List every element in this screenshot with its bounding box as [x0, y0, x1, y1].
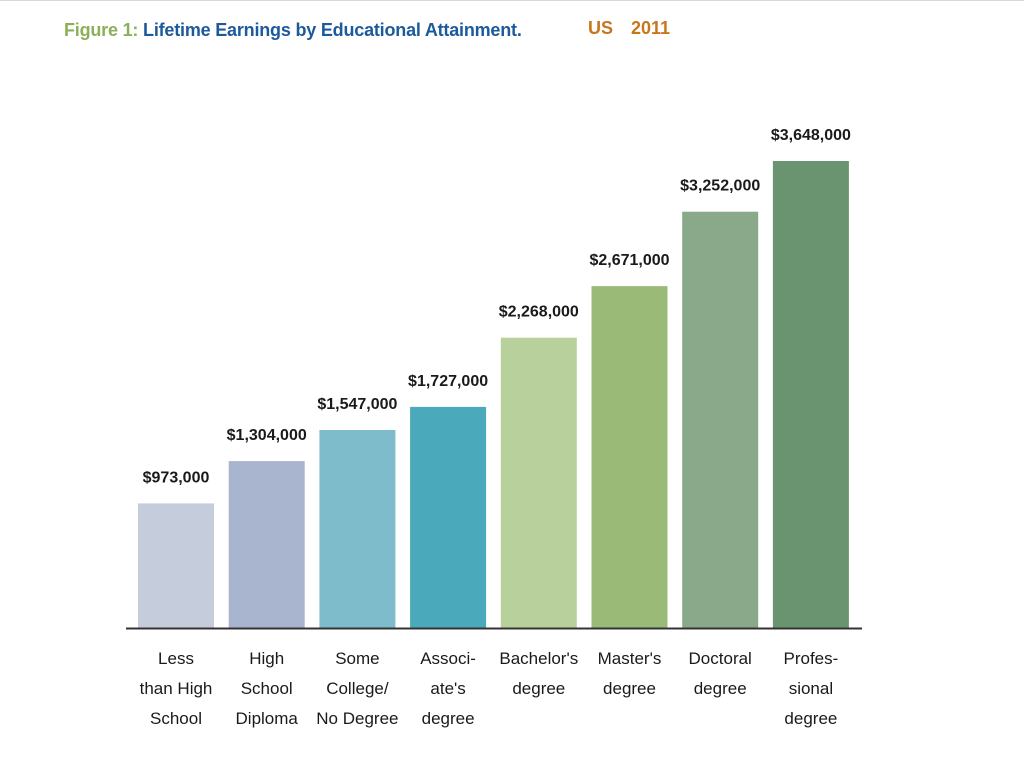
- top-rule: [0, 0, 1024, 1]
- bar-6: [591, 286, 668, 628]
- category-label-4-line-3: degree: [422, 709, 475, 728]
- bar-3: [319, 430, 396, 628]
- bar-2: [228, 461, 305, 628]
- bar-7: [682, 211, 759, 628]
- value-label-5: $2,268,000: [499, 304, 579, 321]
- category-label-8-line-1: Profes-: [784, 649, 839, 668]
- figure-title: Figure 1: Lifetime Earnings by Education…: [64, 20, 522, 41]
- bar-1: [138, 503, 214, 628]
- category-label-3-line-3: No Degree: [316, 709, 398, 728]
- category-label-8-line-2: sional: [789, 679, 833, 698]
- category-label-5-line-1: Bachelor's: [499, 649, 578, 668]
- figure-subtitle: US 2011: [588, 18, 671, 38]
- category-label-6-line-2: degree: [603, 679, 656, 698]
- figure-title-text: Lifetime Earnings by Educational Attainm…: [143, 20, 522, 40]
- category-label-1-line-2: than High: [140, 679, 213, 698]
- category-label-3-line-2: College/: [326, 679, 389, 698]
- category-label-8-line-3: degree: [784, 709, 837, 728]
- category-label-1-line-1: Less: [158, 649, 194, 668]
- category-label-2-line-2: School: [241, 679, 293, 698]
- value-label-8: $3,648,000: [771, 127, 851, 144]
- category-label-4-line-1: Associ-: [420, 649, 476, 668]
- figure-label: Figure 1:: [64, 20, 139, 40]
- bar-4: [410, 406, 487, 628]
- value-labels-layer: $973,000 $1,304,000 $1,547,000 $1,727,000 $2…: [143, 127, 851, 486]
- category-label-7-line-2: degree: [694, 679, 747, 698]
- category-label-5-line-2: degree: [512, 679, 565, 698]
- bars-layer: [138, 161, 849, 628]
- bar-5: [500, 337, 577, 628]
- category-label-2-line-3: Diploma: [236, 709, 299, 728]
- category-label-4-line-2: ate's: [430, 679, 465, 698]
- value-label-4: $1,727,000: [408, 373, 488, 390]
- category-label-2-line-1: High: [249, 649, 284, 668]
- bar-8: [772, 161, 849, 628]
- category-labels-layer: Less than High School High School Diploma Some…: [140, 649, 839, 728]
- value-label-1: $973,000: [143, 469, 210, 486]
- value-label-2: $1,304,000: [227, 427, 307, 444]
- category-label-6-line-1: Master's: [598, 649, 662, 668]
- value-label-3: $1,547,000: [317, 396, 397, 413]
- value-label-7: $3,252,000: [680, 178, 760, 195]
- value-label-6: $2,671,000: [589, 252, 669, 269]
- category-label-1-line-3: School: [150, 709, 202, 728]
- category-label-3-line-1: Some: [335, 649, 379, 668]
- category-label-7-line-1: Doctoral: [689, 649, 752, 668]
